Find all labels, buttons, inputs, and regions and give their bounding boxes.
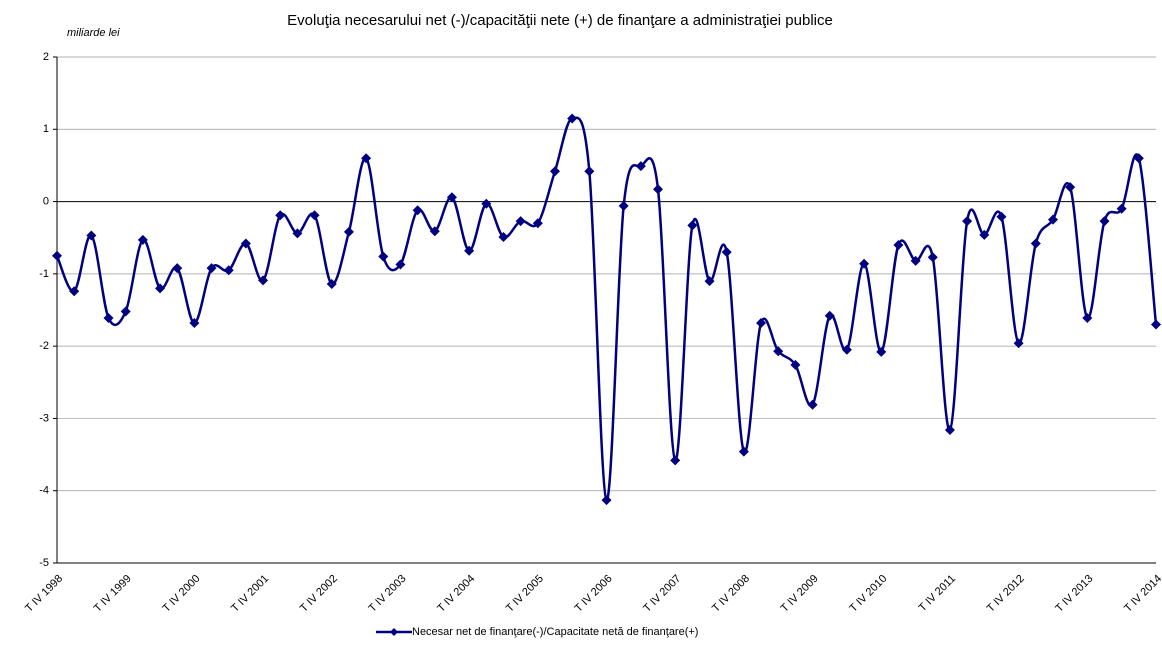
x-tick-label: T IV 2002 — [298, 573, 340, 615]
x-tick-label: T IV 2012 — [985, 573, 1027, 615]
data-point — [446, 192, 457, 203]
data-point — [1151, 319, 1161, 330]
data-point — [996, 211, 1007, 222]
data-point — [1065, 182, 1076, 193]
data-point — [1116, 203, 1127, 214]
x-tick-label: T IV 2014 — [1122, 573, 1162, 615]
x-tick-label: T IV 2013 — [1053, 573, 1095, 615]
data-point — [979, 229, 990, 240]
data-point — [567, 113, 578, 124]
data-point — [944, 424, 955, 435]
x-tick-label: T IV 2009 — [779, 573, 821, 615]
data-point — [155, 283, 166, 294]
data-point — [309, 210, 320, 221]
x-tick-label: T IV 2000 — [160, 573, 202, 615]
data-point — [481, 198, 492, 209]
data-point — [137, 234, 148, 245]
data-point — [807, 399, 818, 410]
data-point — [120, 306, 131, 317]
data-point — [962, 216, 973, 227]
data-point — [429, 226, 440, 237]
y-tick-label: 2 — [43, 51, 49, 63]
data-point — [601, 495, 612, 506]
data-point — [738, 446, 749, 457]
data-point — [275, 210, 286, 221]
x-tick-label: T IV 1998 — [23, 573, 65, 615]
data-point — [52, 250, 62, 261]
data-point — [515, 216, 526, 227]
data-point — [86, 230, 97, 241]
y-axis-label: miliarde lei — [67, 27, 120, 39]
x-tick-label: T IV 2001 — [229, 573, 271, 615]
data-point — [464, 245, 475, 256]
series-line — [55, 116, 1158, 502]
data-point — [240, 238, 251, 249]
data-point — [1013, 338, 1024, 349]
data-point — [756, 318, 767, 329]
y-tick-label: -5 — [39, 557, 49, 569]
data-point — [206, 263, 217, 274]
chart-title: Evoluţia necesarului net (-)/capacităţii… — [287, 12, 833, 29]
data-point — [532, 218, 543, 229]
data-point — [498, 231, 509, 242]
x-tick-label: T IV 2004 — [435, 573, 477, 615]
data-point — [927, 252, 938, 263]
y-tick-label: 1 — [43, 123, 49, 135]
data-point — [1099, 216, 1110, 227]
data-point — [721, 247, 732, 258]
data-point — [326, 278, 337, 289]
data-point — [361, 153, 372, 164]
y-tick-label: -2 — [39, 340, 49, 352]
x-tick-label: T IV 2007 — [641, 573, 683, 615]
data-point — [653, 184, 664, 195]
data-point — [378, 251, 389, 262]
data-point — [704, 276, 715, 287]
data-point — [893, 239, 904, 250]
data-point — [618, 200, 629, 211]
y-tick-label: 0 — [43, 195, 49, 207]
data-point — [635, 161, 646, 172]
x-tick-label: T IV 2005 — [504, 573, 546, 615]
data-point — [69, 286, 80, 297]
data-point — [773, 346, 784, 357]
data-point — [790, 359, 801, 370]
legend-label: Necesar net de finanţare(-)/Capacitate n… — [412, 626, 698, 638]
data-point — [584, 166, 595, 177]
x-tick-label: T IV 2010 — [847, 573, 889, 615]
data-point — [859, 258, 870, 269]
data-point — [841, 344, 852, 355]
data-point — [876, 346, 887, 357]
y-tick-label: -4 — [39, 485, 49, 497]
x-tick-label: T IV 1999 — [92, 573, 134, 615]
data-point — [824, 310, 835, 321]
data-point — [549, 166, 560, 177]
data-point — [189, 318, 200, 329]
data-point — [395, 259, 406, 270]
data-point — [1133, 153, 1144, 164]
data-point — [172, 263, 183, 274]
x-tick-label: T IV 2003 — [367, 573, 409, 615]
x-tick-label: T IV 2011 — [917, 573, 958, 614]
data-point — [1030, 238, 1041, 249]
x-tick-label: T IV 2008 — [710, 573, 752, 615]
data-point — [412, 205, 423, 216]
x-tick-label: T IV 2006 — [573, 573, 615, 615]
data-point — [292, 228, 303, 239]
data-point — [910, 255, 921, 266]
data-point — [223, 265, 234, 276]
y-tick-label: -3 — [39, 412, 49, 424]
data-point — [670, 455, 681, 466]
data-point — [258, 275, 269, 286]
legend-marker — [390, 628, 398, 636]
y-tick-label: -1 — [39, 268, 49, 280]
data-point — [103, 312, 114, 323]
data-point — [1082, 312, 1093, 323]
data-point — [687, 220, 698, 231]
data-point — [343, 226, 354, 237]
data-point — [1047, 214, 1058, 225]
